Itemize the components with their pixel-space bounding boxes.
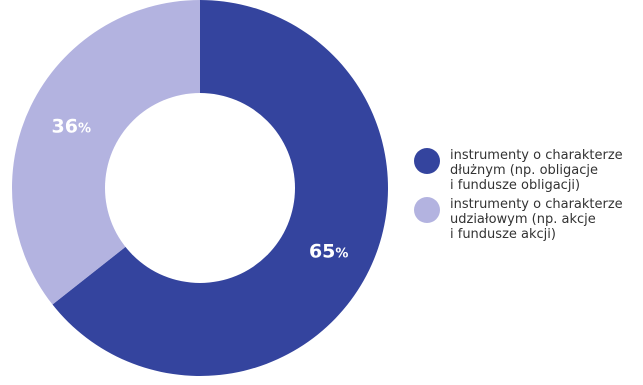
slice-label-equity: 36%: [52, 116, 91, 138]
legend-item-debt: instrumenty o charakterze dłużnym (np. o…: [414, 148, 643, 193]
slice-labels: 65% 36%: [52, 116, 349, 263]
legend-swatch-equity: [414, 197, 440, 223]
legend-item-equity: instrumenty o charakterze udziałowym (np…: [414, 197, 643, 242]
slice-label-debt: 65%: [309, 240, 348, 262]
donut-chart: 65% 36%: [12, 0, 388, 376]
slice-equity: [12, 0, 201, 305]
legend-label-equity: instrumenty o charakterze udziałowym (np…: [450, 197, 623, 242]
legend: instrumenty o charakterze dłużnym (np. o…: [414, 148, 643, 246]
legend-swatch-debt: [414, 148, 440, 174]
donut-hole: [105, 93, 295, 283]
legend-label-debt: instrumenty o charakterze dłużnym (np. o…: [450, 148, 623, 193]
